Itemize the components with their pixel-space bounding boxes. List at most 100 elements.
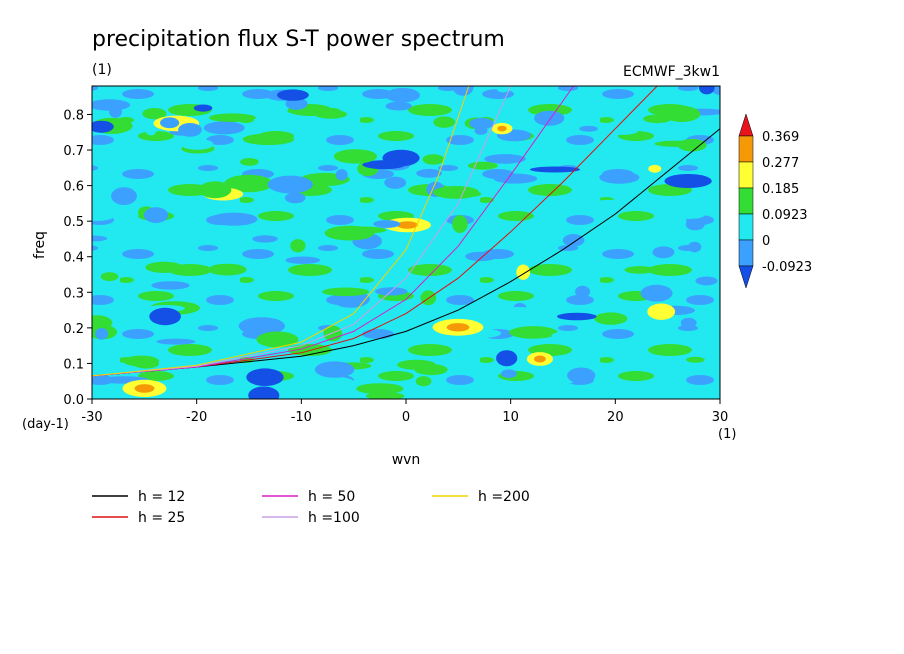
- contour-patch: [92, 179, 123, 187]
- series-line-2: [92, 86, 574, 377]
- contour-patch: [224, 174, 274, 193]
- contour-patch: [385, 101, 412, 111]
- contour-patch: [248, 386, 280, 399]
- colorbar-label: 0.0923: [762, 208, 808, 223]
- contour-patch: [335, 169, 348, 181]
- contour-patch: [624, 266, 656, 274]
- contour-patch: [652, 246, 675, 259]
- contour-patch: [373, 220, 401, 228]
- colorbar-bottom-arrow: [738, 265, 754, 289]
- x-tick-label: 10: [502, 410, 519, 425]
- contour-patch: [111, 187, 137, 206]
- contour-patch: [494, 307, 544, 318]
- colorbar-segment: [738, 161, 754, 189]
- contour-patch: [534, 355, 546, 363]
- contour-patch: [134, 384, 155, 393]
- y-axis-units: (day-1): [22, 417, 69, 432]
- contour-patch: [356, 383, 404, 395]
- contour-patch: [695, 276, 718, 286]
- contour-patch: [529, 166, 581, 173]
- contour-patch: [92, 120, 114, 133]
- series-line-1: [92, 86, 658, 377]
- contour-patch: [362, 160, 406, 170]
- contour-patch: [240, 158, 259, 166]
- contour-patch: [151, 281, 190, 290]
- contour-patch: [509, 326, 558, 339]
- contour-patch: [322, 287, 370, 297]
- contour-patch: [246, 368, 284, 387]
- contour-patch: [160, 117, 180, 129]
- contour-patch: [310, 376, 355, 388]
- colorbar-label: 0: [762, 234, 770, 249]
- colorbar-label: 0.185: [762, 182, 799, 197]
- colorbar-segment: [738, 239, 754, 267]
- contour-patch: [267, 175, 313, 194]
- colorbar-top-arrow: [738, 113, 754, 137]
- y-tick-label: 0.0: [63, 393, 84, 408]
- contour-patch: [285, 256, 321, 264]
- contour-patch: [575, 285, 591, 298]
- plot-background: [92, 86, 720, 399]
- contour-patch: [452, 215, 468, 234]
- contour-patch: [242, 133, 295, 145]
- contour-patch: [465, 251, 497, 262]
- contour-patch: [452, 86, 474, 96]
- contour-patch: [562, 234, 585, 247]
- title-units: (1): [92, 62, 112, 78]
- contour-patch: [493, 173, 538, 184]
- y-tick-label: 0.3: [63, 286, 84, 301]
- contour-patch: [534, 110, 565, 126]
- contour-patch: [432, 186, 480, 199]
- y-axis-label: freq: [32, 231, 48, 259]
- contour-patch: [496, 86, 510, 93]
- contour-patch: [92, 235, 108, 242]
- contour-patch: [100, 272, 119, 282]
- contour-patch: [415, 376, 432, 387]
- contour-patch: [664, 174, 712, 188]
- contour-patch: [238, 317, 285, 335]
- contour-patch: [468, 161, 498, 170]
- x-axis-label: wvn: [392, 452, 421, 468]
- colorbar-segment: [738, 135, 754, 163]
- chart-title: precipitation flux S-T power spectrum: [92, 27, 505, 52]
- contour-patch: [416, 168, 442, 178]
- contour-patch: [497, 125, 507, 132]
- colorbar-segment: [738, 187, 754, 215]
- series-line-0: [92, 128, 720, 377]
- plot-area: [91, 85, 721, 400]
- contour-patch: [594, 312, 628, 325]
- y-tick-label: 0.6: [63, 180, 84, 195]
- y-tick-label: 0.7: [63, 144, 84, 159]
- series-line-4: [92, 86, 470, 377]
- contour-patch: [210, 212, 258, 226]
- contour-patch: [193, 104, 213, 112]
- contour-patch: [474, 126, 488, 135]
- contour-patch: [445, 205, 491, 214]
- contour-patch: [695, 345, 720, 358]
- contour-patch: [551, 331, 592, 339]
- x-tick-label: -20: [186, 410, 207, 425]
- contour-patch: [203, 121, 245, 135]
- contour-patch: [587, 199, 631, 212]
- legend-label: h = 50: [308, 489, 355, 505]
- contour-patch: [446, 323, 470, 332]
- contour-patch: [92, 342, 139, 351]
- dataset-label: ECMWF_3kw1: [623, 64, 720, 80]
- contour-patch: [290, 239, 306, 253]
- contour-patch: [654, 140, 697, 147]
- contour-patch: [178, 122, 202, 137]
- colorbar-label: 0.277: [762, 156, 799, 171]
- colorbar-label: 0.369: [762, 130, 799, 145]
- colorbar-segment: [738, 213, 754, 241]
- contour-patch: [92, 99, 131, 111]
- x-tick-label: 30: [712, 410, 729, 425]
- contour-patch: [663, 106, 701, 122]
- contour-patch: [277, 89, 309, 101]
- contour-patch: [208, 113, 256, 122]
- x-tick-label: 20: [607, 410, 624, 425]
- legend: h = 12 h = 25 h = 50 h =100 h =200: [92, 489, 530, 526]
- contour-patch: [484, 154, 526, 164]
- contour-patch: [397, 359, 436, 370]
- contour-patch: [420, 290, 437, 306]
- contour-patch: [384, 176, 407, 189]
